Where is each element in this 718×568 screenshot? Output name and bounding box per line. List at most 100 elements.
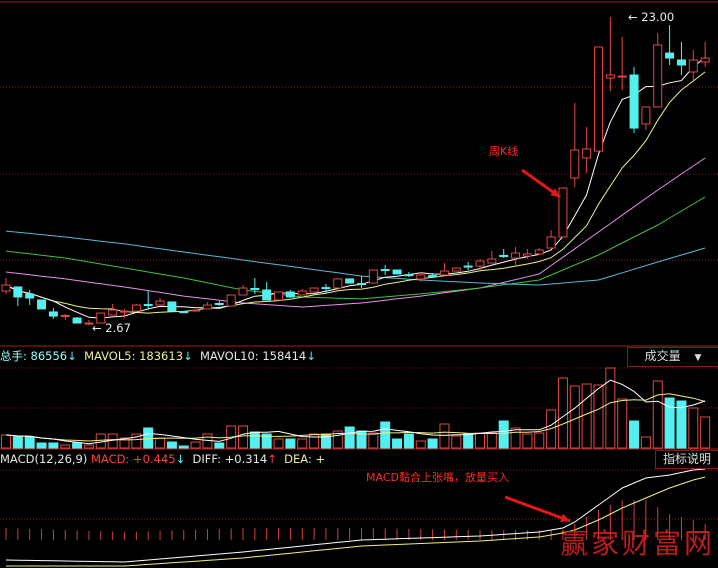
volume-bar [700,416,711,449]
candle-up [487,258,497,264]
volume-bar [178,445,189,449]
candle-up [309,287,319,293]
mavol10-value: 158414 [262,349,307,363]
total-volume-value: 86556 [30,349,68,363]
volume-bar [415,440,426,449]
volume-bar [155,437,166,449]
arrow-down-icon: ↓ [67,349,77,363]
candle-down [428,275,438,278]
volume-bar [403,433,414,449]
arrow-down-icon: ↓ [306,349,316,363]
volume-bar [332,430,343,449]
mavol5-value: 183613 [139,349,184,363]
candle-down [179,311,189,314]
candle-up [333,278,343,289]
candle-up [297,290,307,296]
volume-bar [380,421,391,449]
candle-down [392,269,402,275]
volume-bar [24,436,35,449]
mavol5-line [5,379,706,445]
moving-average-line [5,157,706,308]
volume-bar [629,420,640,449]
volume-bar [439,423,450,449]
weekly-k-annotation: 周K线 [489,145,519,158]
candle-up [522,253,532,257]
volume-bar [510,427,521,449]
volume-bar [60,444,71,449]
volume-bar [593,384,604,449]
volume-bar [534,432,545,449]
volume-bar [309,433,320,449]
macd-legend: MACD(12,26,9) MACD: +0.445↓ DIFF: +0.314… [0,452,325,466]
diff-line [5,468,706,563]
candle-up [546,236,556,249]
diff-label: DIFF: [192,452,221,466]
diff-value: +0.314 [224,452,268,466]
candle-up [202,304,212,310]
volume-bar [557,377,568,449]
volume-bar [238,425,248,449]
candle-down [404,274,414,277]
watermark-logo: 赢家财富网 [560,527,716,560]
candle-down [262,289,272,301]
dea-line [6,476,706,567]
candle-down [321,287,331,290]
volume-bar [688,407,699,449]
candle-down [463,265,473,268]
volume-bar [72,442,83,449]
candle-up [570,149,580,179]
candle-up [582,148,592,159]
indicator-help-button[interactable]: 指标说明 [655,450,718,469]
volume-bar [273,438,284,449]
volume-bar [617,398,628,449]
candle-up [120,310,129,313]
high-price-label: ← 23.00 [628,10,675,24]
volume-bar [119,437,130,449]
indicator-help-label: 指标说明 [662,452,711,466]
volume-bar [249,431,260,449]
volume-bar [640,436,651,449]
candle-up [558,187,568,238]
volume-bar [463,433,474,449]
macd-label: MACD: [91,452,130,466]
volume-bar [95,433,106,449]
candle-down [676,59,686,66]
candle-up [700,57,710,63]
volume-bar [427,438,438,449]
candle-down [345,278,355,284]
volume-bar [285,438,296,449]
volume-bar [297,438,308,449]
candle-down [25,293,35,299]
candle-down [143,304,153,307]
annotation-arrow-icon-head [550,188,560,197]
volume-bar [166,441,177,449]
candle-up [653,44,663,108]
candle-down [629,74,639,129]
volume-bar [368,432,379,449]
mavol5-label: MAVOL5: [84,349,136,363]
candle-up [416,274,426,280]
candle-down [380,269,390,272]
candle-up [1,284,11,292]
candle-up [131,304,141,312]
candle-up [226,294,236,307]
candle-up [439,270,449,276]
candle-down [357,282,366,285]
annotation-arrow-icon-head [560,513,570,522]
volume-bar [131,433,142,449]
candle-up [594,46,603,152]
mavol10-line [5,393,706,442]
volume-bar [664,397,675,449]
dea-label: DEA: [284,452,312,466]
arrow-down-icon: ↓ [183,349,193,363]
dea-value: + [315,452,326,466]
volume-bar [676,400,687,449]
indicator-selector-dropdown[interactable]: 成交量 ▼ [627,347,718,367]
volume-bar [143,427,154,449]
volume-bar [344,426,355,449]
candle-up [238,287,248,296]
moving-average-line [5,196,706,300]
candle-up [475,260,485,267]
